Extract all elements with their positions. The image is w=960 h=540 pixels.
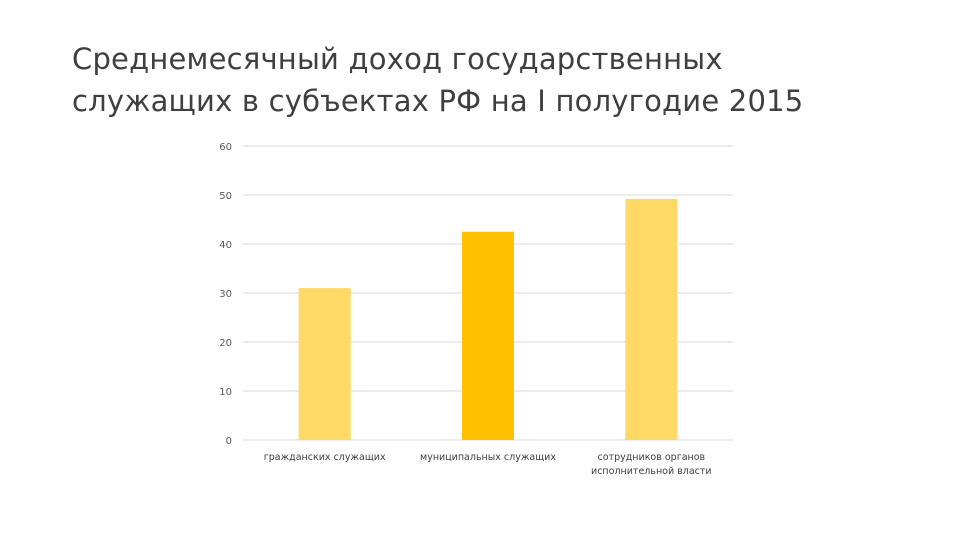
x-category-label-2: муниципальных служащих <box>420 452 556 463</box>
x-category-label-3-line-1: сотрудников органов <box>598 452 706 463</box>
y-tick-label-30: 30 <box>219 289 232 300</box>
x-category-label-3-line-2: исполнительной власти <box>591 466 712 477</box>
slide-title-line-1: Среднемесячный доход государственных <box>72 42 723 76</box>
y-tick-label-0: 0 <box>226 436 232 447</box>
slide-title: Среднемесячный доход государственных слу… <box>72 38 912 122</box>
slide-title-line-2: служащих в субъектах РФ на I полугодие 2… <box>72 84 804 118</box>
bar-3 <box>625 198 678 440</box>
bars <box>298 198 678 440</box>
y-axis-ticks: 0 10 20 30 40 50 60 <box>219 142 232 447</box>
x-category-label-1: гражданских служащих <box>264 452 386 463</box>
y-tick-label-50: 50 <box>219 191 232 202</box>
y-tick-label-20: 20 <box>219 338 232 349</box>
bar-2 <box>462 231 514 440</box>
bar-1 <box>298 288 351 440</box>
y-tick-label-40: 40 <box>219 240 232 251</box>
x-axis-categories: гражданских служащих муниципальных служащ… <box>264 452 712 477</box>
y-tick-label-10: 10 <box>219 387 232 398</box>
y-tick-label-60: 60 <box>219 142 232 153</box>
